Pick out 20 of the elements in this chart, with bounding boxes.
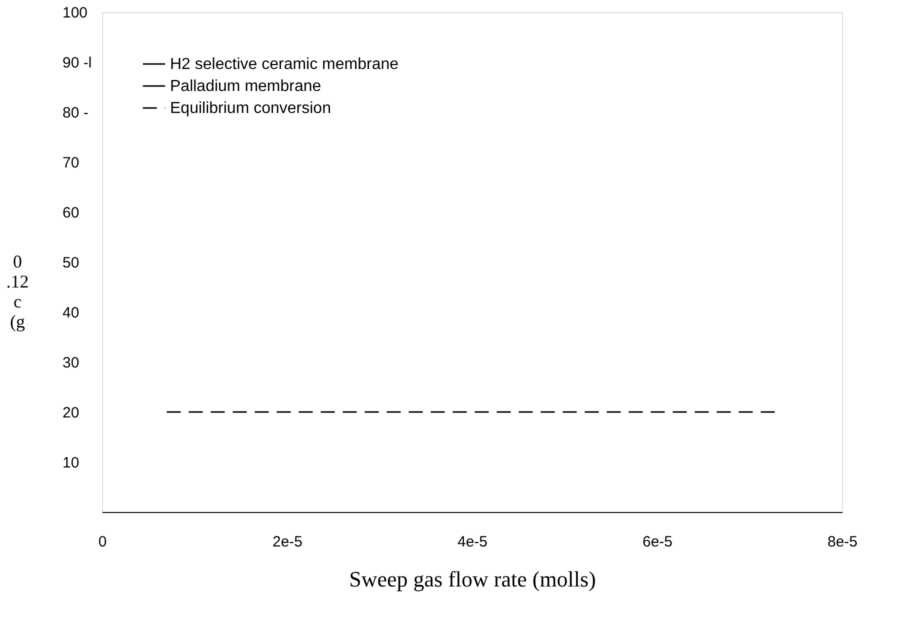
y-tick-label: 30	[62, 354, 80, 372]
y-axis-title: 0 .12 c (g	[6, 252, 29, 332]
x-tick-label: 8e-5	[827, 534, 858, 550]
x-tick-label: 0	[98, 534, 107, 550]
y-tick-label: 50	[62, 254, 80, 272]
y-tick-label: 60	[62, 204, 80, 222]
y-tick-label: 100	[62, 4, 88, 22]
x-axis-title: Sweep gas flow rate (molls)	[349, 566, 596, 592]
y-tick-label: 20	[62, 404, 80, 422]
y-tick-label: 70	[62, 154, 80, 172]
x-tick-label: 6e-5	[642, 534, 673, 550]
legend-label: Equilibrium conversion	[170, 100, 331, 117]
y-tick-label: 90 -l	[62, 54, 92, 72]
x-tick-label: 2e-5	[272, 534, 303, 550]
y-tick-label: 80 -	[62, 104, 88, 122]
legend-label: H2 selective ceramic membrane	[170, 56, 399, 73]
x-tick-label: 4e-5	[457, 534, 488, 550]
y-tick-label: 10	[62, 454, 80, 472]
legend-label: Palladium membrane	[170, 78, 322, 95]
y-tick-label: 40	[62, 304, 80, 322]
